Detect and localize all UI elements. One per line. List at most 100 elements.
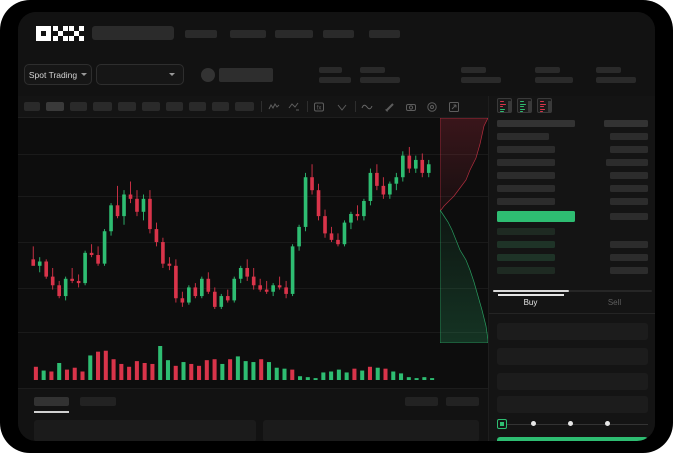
orderbook-header-left — [497, 120, 575, 127]
orderbook-scrollbar-thumb[interactable] — [493, 290, 569, 292]
orderbook-mode-asks[interactable] — [537, 98, 552, 113]
orderbook-mode-both[interactable] — [497, 98, 512, 113]
orderbook-row-bid[interactable] — [497, 228, 555, 235]
stat-high-label — [461, 67, 486, 73]
chevron-down-icon — [81, 73, 88, 76]
orders-card-left — [34, 420, 256, 441]
timeframe-chip-4[interactable] — [93, 102, 112, 111]
fullscreen-icon[interactable] — [448, 101, 460, 113]
orderbook-scrollbar[interactable] — [493, 290, 652, 292]
okx-logo-icon[interactable] — [36, 26, 85, 41]
search-input[interactable] — [92, 26, 174, 40]
logo-o — [36, 26, 51, 41]
orderbook-row-bid[interactable] — [497, 267, 555, 274]
timeframe-chip-10[interactable] — [235, 102, 254, 111]
place-order-button[interactable] — [497, 437, 648, 441]
gridline — [18, 242, 488, 243]
chart-type-icon[interactable] — [336, 101, 348, 113]
timeframe-chip-3[interactable] — [70, 102, 87, 111]
percent-slider[interactable] — [497, 418, 648, 430]
total-field[interactable] — [497, 396, 648, 413]
gridline — [18, 332, 488, 333]
orderbook-last-amt — [610, 213, 648, 220]
percent-slider-track — [500, 423, 648, 425]
app-screen: Spot Trading — [18, 12, 655, 441]
timeframe-chip-2[interactable] — [46, 102, 64, 111]
orderbook-row-ask[interactable] — [497, 172, 555, 179]
toolbar-divider-2 — [307, 101, 308, 112]
mode-selector-label: Spot Trading — [28, 69, 78, 80]
stat-low-label — [535, 67, 560, 73]
orderbook[interactable] — [489, 118, 655, 294]
percent-stop-25[interactable] — [531, 421, 536, 426]
orders-card-right — [263, 420, 479, 441]
orderbook-row-bid-amt — [610, 254, 648, 261]
stat-high-value — [461, 77, 501, 83]
stat-price-label — [319, 67, 342, 73]
orderbook-row-ask-amt — [606, 159, 648, 166]
bottom-tab-open-orders[interactable] — [34, 397, 69, 406]
toolbar-divider — [261, 101, 262, 112]
bottom-action-2[interactable] — [446, 397, 479, 406]
stat-change-value — [360, 77, 400, 83]
orderbook-row-bid-amt — [610, 267, 648, 274]
nav-item-1[interactable] — [185, 30, 217, 38]
stat-volume-value — [596, 77, 636, 83]
timeframe-chip-7[interactable] — [166, 102, 183, 111]
logo-k — [52, 26, 68, 41]
orderbook-row-ask[interactable] — [497, 185, 555, 192]
magnet-icon[interactable] — [384, 101, 396, 113]
amount-field[interactable] — [497, 373, 648, 390]
price-chart[interactable] — [18, 118, 488, 388]
trade-form-tabs: Buy Sell — [489, 294, 655, 314]
logo-x — [69, 26, 85, 41]
trade-sidebar: Buy Sell — [488, 96, 655, 441]
orderbook-row-ask-amt — [610, 172, 648, 179]
nav-item-2[interactable] — [230, 30, 266, 38]
tab-buy[interactable]: Buy — [523, 298, 538, 307]
timeframe-chip-8[interactable] — [189, 102, 206, 111]
compare-icon[interactable] — [288, 101, 300, 113]
bottom-tab-order-history[interactable] — [80, 397, 116, 406]
tab-sell[interactable]: Sell — [607, 298, 622, 307]
timeframe-chip-1[interactable] — [24, 102, 40, 111]
orderbook-row-ask[interactable] — [497, 198, 555, 205]
mode-selector[interactable]: Spot Trading — [24, 64, 92, 85]
nav-item-5[interactable] — [369, 30, 400, 38]
gridline — [18, 196, 488, 197]
orderbook-header-right — [604, 120, 648, 127]
line-chart-icon[interactable] — [361, 101, 373, 113]
orderbook-mode-bids[interactable] — [517, 98, 532, 113]
volume-histogram — [33, 346, 435, 380]
timeframe-chip-5[interactable] — [118, 102, 136, 111]
percent-stop-75[interactable] — [605, 421, 610, 426]
timeframe-chip-9[interactable] — [212, 102, 229, 111]
stat-low-value — [535, 77, 573, 83]
orderbook-row-ask[interactable] — [497, 133, 549, 140]
nav-item-4[interactable] — [323, 30, 354, 38]
settings-icon[interactable] — [426, 101, 438, 113]
orderbook-row-ask[interactable] — [497, 159, 555, 166]
sub-header: Spot Trading — [18, 54, 655, 96]
gridline — [18, 288, 488, 289]
orderbook-row-bid[interactable] — [497, 241, 555, 248]
orderbook-row-bid[interactable] — [497, 254, 555, 261]
orderbook-row-ask[interactable] — [497, 146, 555, 153]
nav-item-3[interactable] — [275, 30, 313, 38]
stat-price-value — [319, 77, 351, 83]
indicator-icon[interactable] — [268, 101, 280, 113]
price-field[interactable] — [497, 348, 648, 365]
tab-buy-underline — [498, 294, 564, 296]
pair-selector[interactable] — [96, 64, 184, 85]
timeframe-chip-6[interactable] — [142, 102, 160, 111]
camera-icon[interactable] — [405, 101, 417, 113]
text-tool-icon[interactable]: fx — [313, 101, 325, 113]
percent-stop-50[interactable] — [568, 421, 573, 426]
orderbook-row-ask-amt — [610, 133, 648, 140]
orderbook-row-bid-amt — [610, 241, 648, 248]
percent-slider-handle[interactable] — [497, 419, 507, 429]
bottom-action-1[interactable] — [405, 397, 438, 406]
gridline — [18, 154, 488, 155]
order-type-field[interactable] — [497, 323, 648, 340]
